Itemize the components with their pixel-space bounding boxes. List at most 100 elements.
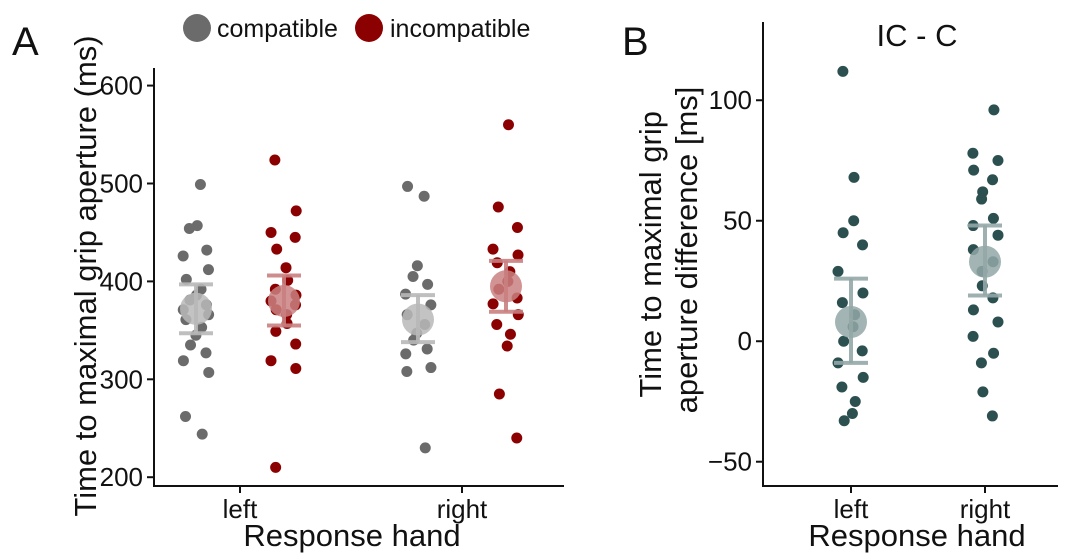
data-point: [290, 363, 302, 375]
data-point: [837, 65, 849, 77]
data-point: [196, 428, 208, 440]
data-point: [290, 338, 302, 350]
error-bar: [267, 273, 301, 328]
panel-b-ylabel-line-1: Time to maximal grip: [633, 111, 668, 398]
data-point: [493, 388, 505, 400]
data-point: [511, 432, 523, 444]
y-tick-label: 0: [738, 326, 752, 356]
data-point: [511, 222, 523, 234]
data-point: [838, 415, 850, 427]
data-point: [419, 442, 431, 454]
data-point: [487, 243, 499, 255]
data-point: [832, 265, 844, 277]
y-tick-label: 200: [100, 462, 143, 492]
data-point: [501, 340, 513, 352]
data-point: [838, 335, 850, 347]
data-point: [270, 325, 282, 337]
panel-a-ylabel: Time to maximal grip aperture (ms): [68, 35, 103, 516]
data-point: [203, 366, 215, 378]
data-point: [185, 339, 197, 351]
data-point: [180, 273, 192, 285]
data-point: [400, 348, 412, 360]
panel-b-y-ticks: −50 0 50 100: [708, 85, 763, 477]
data-point: [280, 262, 292, 274]
data-point: [987, 212, 999, 224]
data-point: [857, 371, 869, 383]
data-point: [846, 408, 858, 420]
panel-b-title: IC - C: [877, 18, 958, 53]
legend-swatch-compatible: [183, 14, 211, 42]
data-point: [422, 278, 434, 290]
error-bar: [401, 293, 435, 345]
data-point: [837, 227, 849, 239]
data-point: [177, 250, 189, 262]
data-point: [265, 226, 277, 238]
data-point: [848, 171, 860, 183]
data-point: [271, 243, 283, 255]
panel-a-marks: [177, 119, 524, 473]
data-point: [857, 287, 869, 299]
data-point: [290, 205, 302, 217]
data-point: [968, 164, 980, 176]
legend-swatch-incompatible: [355, 14, 383, 42]
data-point: [201, 244, 213, 256]
data-point: [836, 381, 848, 393]
data-point: [289, 231, 301, 243]
data-point: [402, 180, 414, 192]
data-point: [988, 104, 1000, 116]
data-point: [848, 215, 860, 227]
y-tick-label: 400: [100, 266, 143, 296]
data-point: [401, 365, 413, 377]
y-tick-label: 500: [100, 168, 143, 198]
data-point: [976, 193, 988, 205]
data-point: [836, 297, 848, 309]
data-point: [512, 249, 524, 261]
data-point: [987, 174, 999, 186]
error-bar: [968, 223, 1002, 298]
data-point: [202, 264, 214, 276]
data-point: [856, 345, 868, 357]
panel-a-y-ticks: 200 300 400 500 600: [100, 71, 154, 492]
data-point: [418, 190, 430, 202]
data-point: [270, 461, 282, 473]
data-point: [177, 355, 189, 367]
panel-a-xlabel: Response hand: [243, 518, 460, 553]
error-bar: [179, 282, 213, 336]
legend-label-incompatible: incompatible: [390, 15, 530, 43]
error-bar: [834, 276, 868, 365]
data-point: [986, 410, 998, 422]
error-bar: [489, 258, 523, 314]
data-point: [502, 119, 514, 131]
data-point: [196, 321, 208, 333]
data-point: [180, 411, 192, 423]
data-point: [967, 147, 979, 159]
y-tick-label: 100: [709, 85, 752, 115]
data-point: [967, 330, 979, 342]
data-point: [411, 260, 423, 272]
y-tick-label: 50: [723, 206, 752, 236]
data-point: [975, 357, 987, 369]
data-point: [265, 355, 277, 367]
data-point: [200, 347, 212, 359]
data-point: [992, 229, 1004, 241]
data-point: [421, 343, 433, 355]
panel-b-ylabel-line-2: aperture difference [ms]: [669, 87, 704, 414]
data-point: [992, 316, 1004, 328]
legend-label-compatible: compatible: [217, 15, 338, 43]
data-point: [407, 271, 419, 282]
data-point: [992, 154, 1004, 166]
data-point: [487, 298, 499, 310]
data-point: [194, 178, 206, 190]
y-tick-label: 300: [100, 364, 143, 394]
data-point: [425, 362, 437, 374]
x-tick-label: left: [223, 494, 258, 524]
y-tick-label: −50: [708, 447, 752, 477]
data-point: [977, 386, 989, 398]
panel-b: IC - C −50 0 50 100 left right Response hand…: [633, 18, 1058, 553]
data-point: [857, 239, 869, 251]
legend: compatible incompatible: [183, 14, 530, 43]
data-point: [849, 395, 861, 407]
panel-label-a: A: [12, 20, 39, 64]
